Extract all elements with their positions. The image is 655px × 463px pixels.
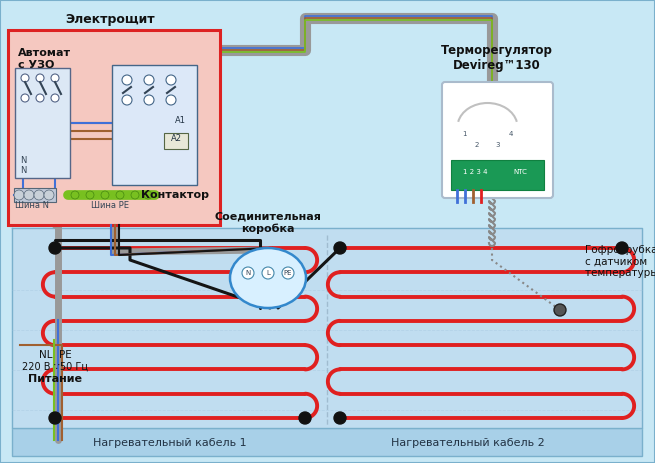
Circle shape xyxy=(334,242,346,254)
Text: 220 В ∵50 Гц: 220 В ∵50 Гц xyxy=(22,362,88,372)
Polygon shape xyxy=(12,228,642,428)
Circle shape xyxy=(21,94,29,102)
Text: N: N xyxy=(20,166,26,175)
Text: A1: A1 xyxy=(174,116,185,125)
Circle shape xyxy=(36,94,44,102)
Circle shape xyxy=(24,190,34,200)
Circle shape xyxy=(49,242,61,254)
Circle shape xyxy=(144,75,154,85)
Circle shape xyxy=(144,191,152,199)
Circle shape xyxy=(34,190,44,200)
Bar xyxy=(164,133,188,149)
Circle shape xyxy=(166,75,176,85)
Text: N: N xyxy=(20,156,26,165)
Text: Шина PE: Шина PE xyxy=(91,201,129,210)
Text: Нагревательный кабель 2: Нагревательный кабель 2 xyxy=(391,438,545,448)
Text: Соединительная
коробка: Соединительная коробка xyxy=(215,212,322,234)
Circle shape xyxy=(122,75,132,85)
Circle shape xyxy=(14,190,24,200)
Circle shape xyxy=(44,190,54,200)
Polygon shape xyxy=(12,428,642,456)
Bar xyxy=(8,30,220,225)
Text: Терморегулятор
Devireg™130: Терморегулятор Devireg™130 xyxy=(441,44,553,72)
Bar xyxy=(15,68,70,178)
Text: PE: PE xyxy=(284,270,292,276)
Text: 1: 1 xyxy=(462,131,466,137)
FancyBboxPatch shape xyxy=(442,82,553,198)
Text: Гофротрубка
с датчиком
температуры пола: Гофротрубка с датчиком температуры пола xyxy=(585,245,655,278)
Circle shape xyxy=(36,74,44,82)
Circle shape xyxy=(101,191,109,199)
Text: 1 2 3 4: 1 2 3 4 xyxy=(462,169,487,175)
Circle shape xyxy=(166,95,176,105)
Text: N: N xyxy=(246,270,251,276)
Text: 4: 4 xyxy=(509,131,513,137)
Circle shape xyxy=(282,267,294,279)
Circle shape xyxy=(49,412,61,424)
Circle shape xyxy=(262,267,274,279)
Circle shape xyxy=(51,94,59,102)
Circle shape xyxy=(616,242,628,254)
Ellipse shape xyxy=(230,248,306,308)
Text: NL  PE: NL PE xyxy=(39,350,71,360)
Bar xyxy=(14,188,56,202)
Circle shape xyxy=(334,412,346,424)
Text: NTC: NTC xyxy=(513,169,527,175)
Text: Электрощит: Электрощит xyxy=(66,13,155,26)
Text: Нагревательный кабель 1: Нагревательный кабель 1 xyxy=(93,438,247,448)
Text: Шина N: Шина N xyxy=(15,201,49,210)
Circle shape xyxy=(21,74,29,82)
Text: Контактор: Контактор xyxy=(141,190,209,200)
Text: 3: 3 xyxy=(496,142,500,148)
Circle shape xyxy=(554,304,566,316)
Circle shape xyxy=(131,191,139,199)
Circle shape xyxy=(51,74,59,82)
Text: Питание: Питание xyxy=(28,374,82,384)
Circle shape xyxy=(122,95,132,105)
Text: 2: 2 xyxy=(475,142,479,148)
Circle shape xyxy=(116,191,124,199)
Circle shape xyxy=(71,191,79,199)
Circle shape xyxy=(86,191,94,199)
Circle shape xyxy=(242,267,254,279)
Bar xyxy=(112,65,197,185)
Circle shape xyxy=(299,412,311,424)
Text: Автомат
с УЗО: Автомат с УЗО xyxy=(18,48,71,69)
Text: L: L xyxy=(266,270,270,276)
Text: A2: A2 xyxy=(170,134,181,143)
Bar xyxy=(451,160,544,190)
Circle shape xyxy=(144,95,154,105)
